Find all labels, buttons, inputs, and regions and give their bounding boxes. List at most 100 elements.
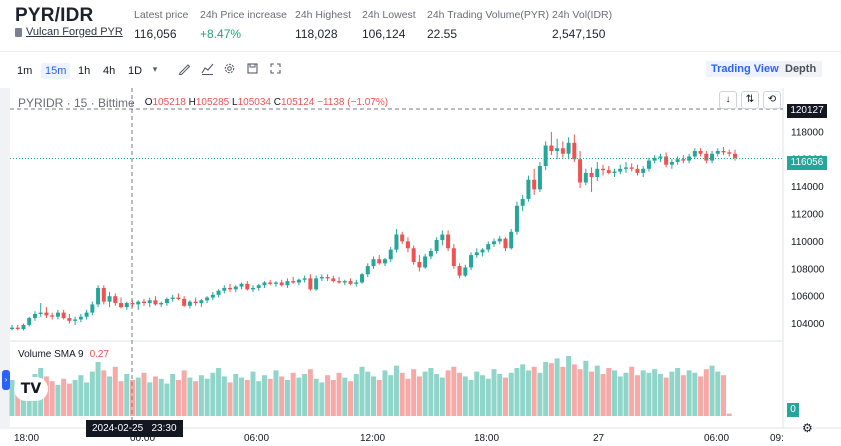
candle-body	[497, 238, 502, 242]
coin-name[interactable]: Vulcan Forged PYR	[26, 26, 123, 38]
tab-trading-view[interactable]: Trading View	[706, 61, 784, 77]
candle-body	[612, 171, 617, 173]
stat-value: +8.47%	[200, 27, 242, 41]
chart-canvas[interactable]: 1180001160001140001120001100001080001060…	[0, 88, 841, 446]
expand-handle-icon[interactable]: ›	[2, 370, 10, 390]
open-value: 105218	[152, 97, 186, 108]
candle-body	[417, 261, 422, 268]
candle-body	[15, 327, 20, 330]
volume-bar	[359, 366, 365, 416]
y-tick-label: 106000	[791, 292, 825, 303]
volume-bar	[261, 375, 267, 416]
tab-depth[interactable]: Depth	[779, 61, 823, 77]
price-chart[interactable]: 1180001160001140001120001100001080001060…	[0, 88, 841, 446]
volume-bar	[124, 374, 130, 416]
candle-body	[61, 312, 66, 319]
coin-link[interactable]: Vulcan Forged PYR	[15, 26, 123, 38]
compare-button[interactable]: ⇅	[741, 91, 759, 109]
candle-body	[302, 278, 307, 280]
chart-settings-icon[interactable]: ⚙	[802, 421, 813, 435]
volume-bar	[411, 369, 417, 416]
volume-bar	[170, 374, 176, 416]
volume-bar	[451, 366, 457, 416]
volume-bar	[669, 371, 675, 416]
volume-bar	[210, 372, 216, 416]
stat-label: 24h Highest	[295, 9, 352, 21]
volume-bar	[216, 368, 222, 416]
candle-body	[170, 297, 175, 299]
interval-15m[interactable]: 15m	[41, 63, 71, 79]
volume-bar	[606, 368, 612, 416]
candle-body	[199, 300, 204, 304]
volume-bar	[376, 380, 382, 416]
volume-bar	[353, 374, 359, 416]
volume-bar	[233, 374, 239, 416]
candle-body	[394, 234, 399, 250]
volume-bar	[623, 372, 629, 416]
volume-bar	[158, 378, 164, 416]
volume-bar	[675, 368, 681, 416]
candle-body	[652, 157, 657, 161]
volume-bar	[439, 377, 445, 416]
volume-bar	[680, 375, 686, 416]
y-tick-label: 114000	[791, 182, 824, 193]
candle-body	[635, 168, 640, 173]
settings-icon[interactable]	[222, 62, 236, 76]
volume-bar	[399, 372, 405, 416]
stat-label: 24h Price increase	[200, 9, 287, 21]
candle-body	[377, 259, 382, 264]
volume-bar	[502, 377, 508, 416]
reset-button[interactable]: ⟲	[763, 91, 781, 109]
candle-body	[245, 283, 250, 290]
candle-body	[658, 156, 663, 158]
stat-24h-lowest: 24h Lowest 106,124	[362, 9, 416, 41]
candle-body	[119, 303, 124, 308]
x-tick-label: 09:	[770, 433, 784, 444]
crosshair-date: 2024-02-25	[92, 423, 144, 434]
volume-bar	[290, 372, 296, 416]
stat-latest-price: Latest price 116,056	[134, 9, 188, 41]
snapshot-icon[interactable]	[245, 62, 259, 76]
interval-4h[interactable]: 4h	[103, 65, 116, 77]
volume-bar	[55, 384, 61, 416]
y-tick-label: 110000	[791, 237, 824, 248]
candle-body	[90, 304, 95, 313]
volume-bar	[147, 382, 153, 416]
candle-body	[365, 266, 370, 275]
fullscreen-icon[interactable]	[268, 62, 282, 76]
interval-1d[interactable]: 1D	[128, 65, 143, 77]
candle-body	[434, 240, 439, 251]
candle-body	[50, 315, 55, 317]
open-label: O	[144, 97, 153, 108]
indicator-icon[interactable]	[200, 62, 214, 76]
candle-body	[710, 153, 715, 161]
candle-body	[664, 156, 669, 165]
candle-body	[262, 282, 267, 286]
scroll-down-button[interactable]: ↓	[719, 91, 737, 109]
candle-body	[193, 301, 198, 304]
candle-body	[526, 179, 531, 199]
ticker-header: PYR/IDR Vulcan Forged PYR Latest price 11…	[0, 0, 841, 52]
volume-bar	[726, 413, 732, 416]
candle-body	[113, 296, 118, 304]
draw-icon[interactable]	[177, 62, 191, 76]
volume-bar	[560, 366, 566, 416]
y-tick-label: 118000	[791, 127, 824, 138]
volume-bar	[72, 380, 78, 416]
dropdown-icon[interactable]: ▾	[152, 64, 158, 74]
volume-bar	[698, 376, 704, 416]
candle-body	[291, 281, 296, 283]
volume-bar	[175, 380, 181, 416]
y-tick-label: 104000	[791, 319, 825, 330]
interval-1m[interactable]: 1m	[17, 65, 33, 77]
candle-body	[32, 313, 37, 319]
stat-label: Latest price	[134, 9, 189, 21]
left-gutter	[0, 88, 10, 428]
volume-bar	[548, 363, 554, 416]
volume-bar	[319, 382, 325, 416]
volume-bar	[531, 366, 537, 416]
candle-body	[537, 166, 542, 190]
volume-bar	[365, 371, 371, 416]
interval-1h[interactable]: 1h	[78, 65, 91, 77]
volume-bar	[634, 375, 640, 416]
